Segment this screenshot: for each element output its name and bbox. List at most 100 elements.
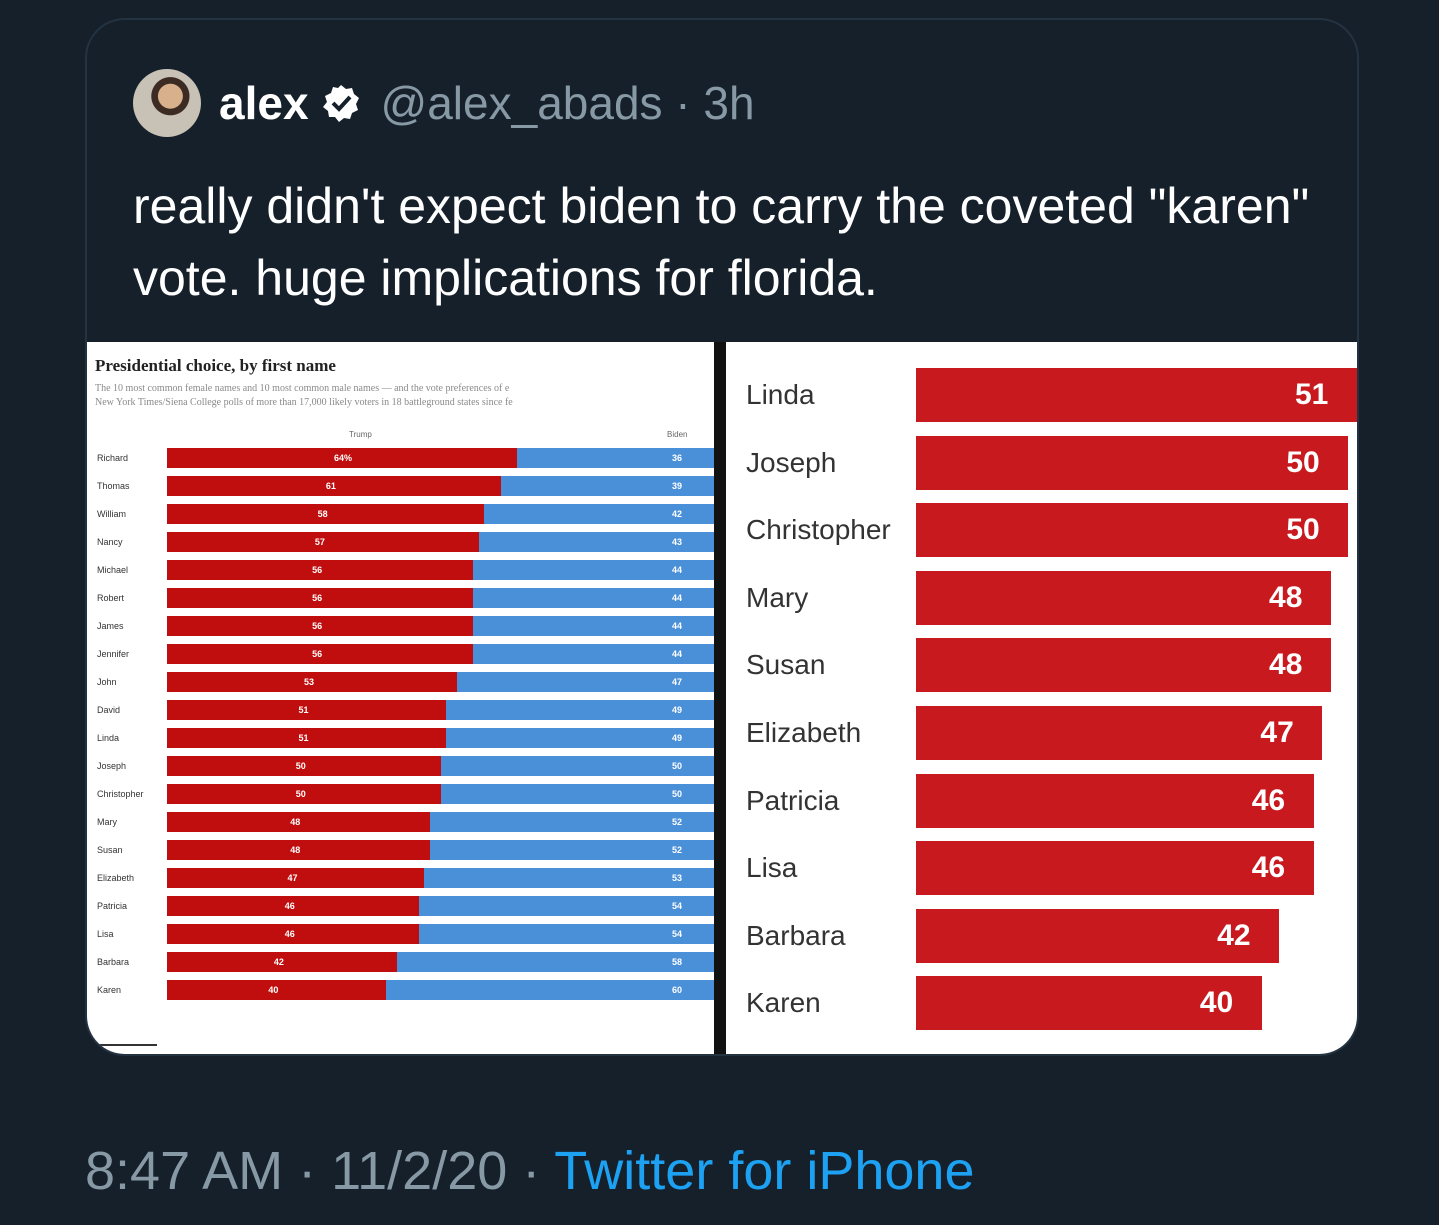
right-value-label: 47 [1260,716,1294,749]
tweet-media[interactable]: Presidential choice, by first name The 1… [87,342,1357,1054]
tweet-card[interactable]: alex @alex_abads · 3h really didn't expe… [85,18,1359,1056]
trump-value-label: 64% [334,453,353,463]
bar-row: 57 43 [167,532,714,552]
handle-and-time[interactable]: @alex_abads · 3h [380,77,755,129]
bar-row: 48 52 [167,812,714,832]
row-label: Patricia [97,901,128,911]
right-value-label: 50 [1286,445,1320,479]
tweet-footer: 8:47 AM · 11/2/20 · Twitter for iPhone [85,1140,974,1202]
bar-row: 51 49 [167,728,714,748]
biden-bar [440,756,714,776]
row-label: James [97,621,124,631]
trump-bar [167,784,441,804]
row-label: Richard [97,453,129,463]
right-value-label: 51 [1295,378,1329,411]
trump-column-header: Trump [349,430,372,439]
biden-value-label: 58 [672,957,683,967]
row-label: John [97,677,117,687]
bar-row: 50 50 [167,784,714,804]
row-label: William [97,509,126,519]
trump-bar [167,448,518,468]
row-label: Susan [97,845,123,855]
tweet-source-link[interactable]: Twitter for iPhone [554,1141,975,1201]
bar-row: 56 44 [167,560,714,580]
trump-bar [167,868,425,888]
biden-bar [473,588,714,608]
right-bar [916,976,1262,1031]
bar-row: 47 53 [167,868,714,888]
bar-row: 48 52 [167,840,714,860]
biden-value-label: 52 [672,845,683,855]
trump-value-label: 56 [312,649,323,659]
trump-bar [167,532,479,552]
biden-value-label: 54 [672,901,683,911]
trump-bar [167,728,446,748]
right-row-label: Barbara [746,919,846,951]
trump-value-label: 48 [290,845,301,855]
right-row-label: Mary [746,581,809,613]
right-row-label: Christopher [746,514,891,546]
trump-bar [167,672,457,692]
trump-value-label: 42 [273,957,284,967]
row-label: David [97,705,121,715]
tweet-header: alex @alex_abads · 3h [133,68,755,138]
biden-value-label: 54 [672,929,683,939]
biden-bar [478,532,714,552]
trump-value-label: 46 [284,901,295,911]
right-bar [916,368,1357,422]
trump-bar [167,560,474,580]
trump-bar [167,812,430,832]
bar-row: 56 44 [167,616,714,636]
biden-value-label: 49 [672,705,683,715]
chart-title: Presidential choice, by first name [95,356,336,375]
biden-bar [456,672,714,692]
row-label: Christopher [97,789,144,799]
biden-value-label: 52 [672,817,683,827]
bar-row: 51 49 [167,700,714,720]
biden-bar [429,840,714,860]
chart-subtitle-line-2: New York Times/Siena College polls of mo… [95,397,513,408]
biden-value-label: 47 [672,677,683,687]
trump-value-label: 50 [295,761,306,771]
trump-bar [167,700,446,720]
row-label: Lisa [97,929,114,939]
bar-row: 46 54 [167,924,714,944]
row-label: Elizabeth [97,873,135,883]
row-label: Linda [97,733,120,743]
verified-badge-icon [322,85,359,122]
trump-value-label: 58 [317,509,328,519]
row-label: Jennifer [97,649,130,659]
trump-bar [167,616,474,636]
biden-value-label: 49 [672,733,683,743]
trump-bar [167,588,474,608]
right-row-label: Lisa [746,852,798,884]
trump-value-label: 56 [312,593,323,603]
biden-bar [517,448,714,468]
tweet-timestamp[interactable]: 8:47 AM · 11/2/20 · [85,1141,555,1201]
biden-bar [385,980,714,1000]
right-row-label: Linda [746,379,815,410]
trump-value-label: 57 [314,537,325,547]
display-name[interactable]: alex [219,77,309,129]
biden-bar [440,784,714,804]
right-bar [916,841,1314,896]
trump-value-label: 61 [325,481,336,491]
image-divider [714,342,726,1054]
trump-value-label: 48 [290,817,301,827]
bar-row: 58 42 [167,504,714,524]
biden-value-label: 42 [672,509,683,519]
chart-footer-rule [97,1044,157,1046]
avatar[interactable] [133,69,201,137]
biden-value-label: 60 [672,985,683,995]
biden-value-label: 50 [672,789,683,799]
right-value-label: 42 [1217,918,1251,952]
trump-bar [167,476,501,496]
bar-row: 64% 36 [167,448,714,468]
row-label: Nancy [97,537,123,547]
chart-subtitle: The 10 most common female names and 10 m… [95,382,705,416]
bar-row: 56 44 [167,588,714,608]
biden-value-label: 44 [672,621,683,631]
right-row-label: Karen [746,987,821,1019]
row-label: Mary [97,817,117,827]
row-label: Joseph [97,761,127,771]
